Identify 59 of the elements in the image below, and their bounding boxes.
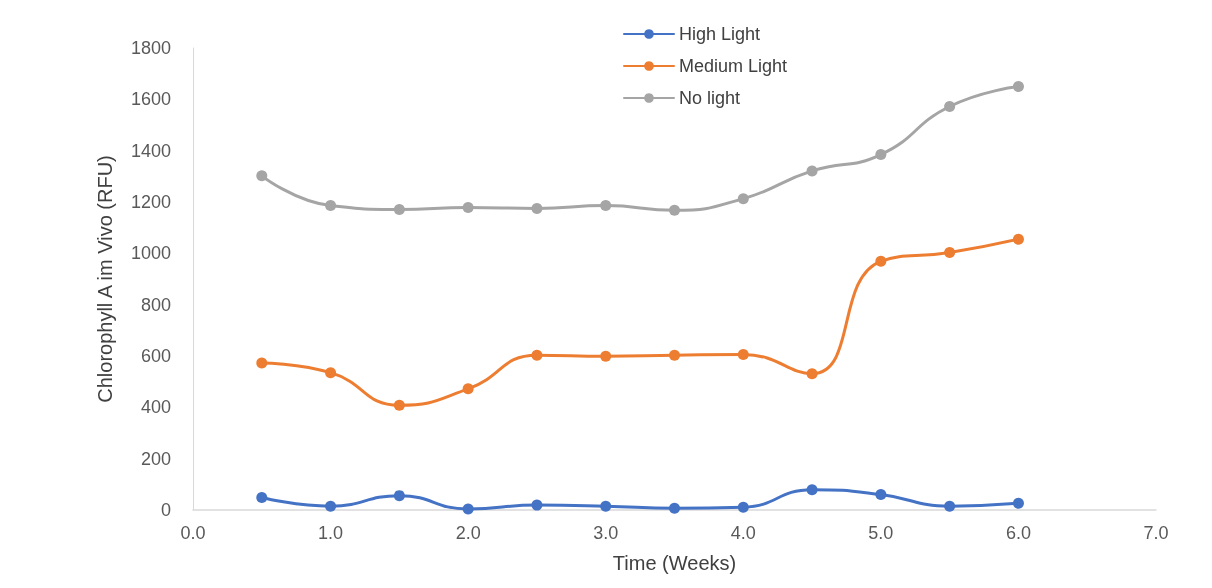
point [256, 357, 268, 369]
y-tick-label: 1800 [130, 38, 171, 58]
y-tick-label: 0 [160, 500, 171, 520]
point [531, 202, 543, 214]
point [944, 500, 956, 512]
point [875, 489, 887, 501]
point [325, 200, 337, 212]
point [806, 165, 818, 177]
point [1012, 81, 1024, 92]
y-tick-label: 200 [140, 448, 171, 469]
y-tick-label: 1000 [130, 243, 171, 264]
point [325, 367, 337, 379]
point [875, 149, 887, 161]
point [737, 348, 749, 360]
point [669, 349, 680, 361]
point [737, 193, 749, 205]
point [944, 101, 956, 113]
x-tick-label: 3.0 [593, 523, 619, 543]
point [393, 203, 405, 215]
point [600, 200, 612, 212]
point [393, 490, 405, 502]
y-tick-label: 1600 [130, 89, 171, 110]
point [393, 399, 405, 411]
y-tick-label: 600 [140, 346, 171, 366]
legend-label: Medium Light [679, 56, 788, 76]
point [806, 368, 818, 380]
point [600, 500, 612, 512]
point [531, 349, 543, 361]
point [325, 500, 337, 512]
y-tick-label: 800 [140, 294, 171, 315]
point [1012, 233, 1024, 245]
point [462, 503, 474, 515]
point [462, 383, 474, 395]
point [669, 502, 680, 514]
x-tick-label: 6.0 [1005, 523, 1031, 543]
y-tick-label: 1200 [130, 192, 171, 212]
x-tick-label: 0.0 [180, 523, 206, 543]
y-tick-label: 1400 [130, 140, 171, 161]
point [256, 491, 268, 503]
x-tick-label: 7.0 [1143, 523, 1169, 543]
x-tick-label: 2.0 [455, 523, 481, 543]
x-tick-label: 5.0 [868, 523, 894, 543]
point [875, 255, 887, 267]
y-axis-title: Chlorophyll A im Vivo (RFU) [94, 155, 116, 403]
x-tick-label: 1.0 [318, 523, 344, 543]
x-tick-label: 4.0 [730, 523, 756, 543]
point [944, 247, 956, 259]
point [737, 501, 749, 513]
point [1012, 497, 1024, 509]
legend-label: High Light [679, 24, 761, 44]
legend-label: No light [679, 88, 741, 108]
y-tick-label: 400 [140, 397, 171, 418]
x-axis-title: Time (Weeks) [612, 552, 737, 574]
point [669, 204, 680, 216]
point [531, 499, 543, 511]
point [806, 484, 818, 496]
point [256, 170, 268, 182]
point [462, 201, 474, 213]
point [600, 350, 612, 362]
